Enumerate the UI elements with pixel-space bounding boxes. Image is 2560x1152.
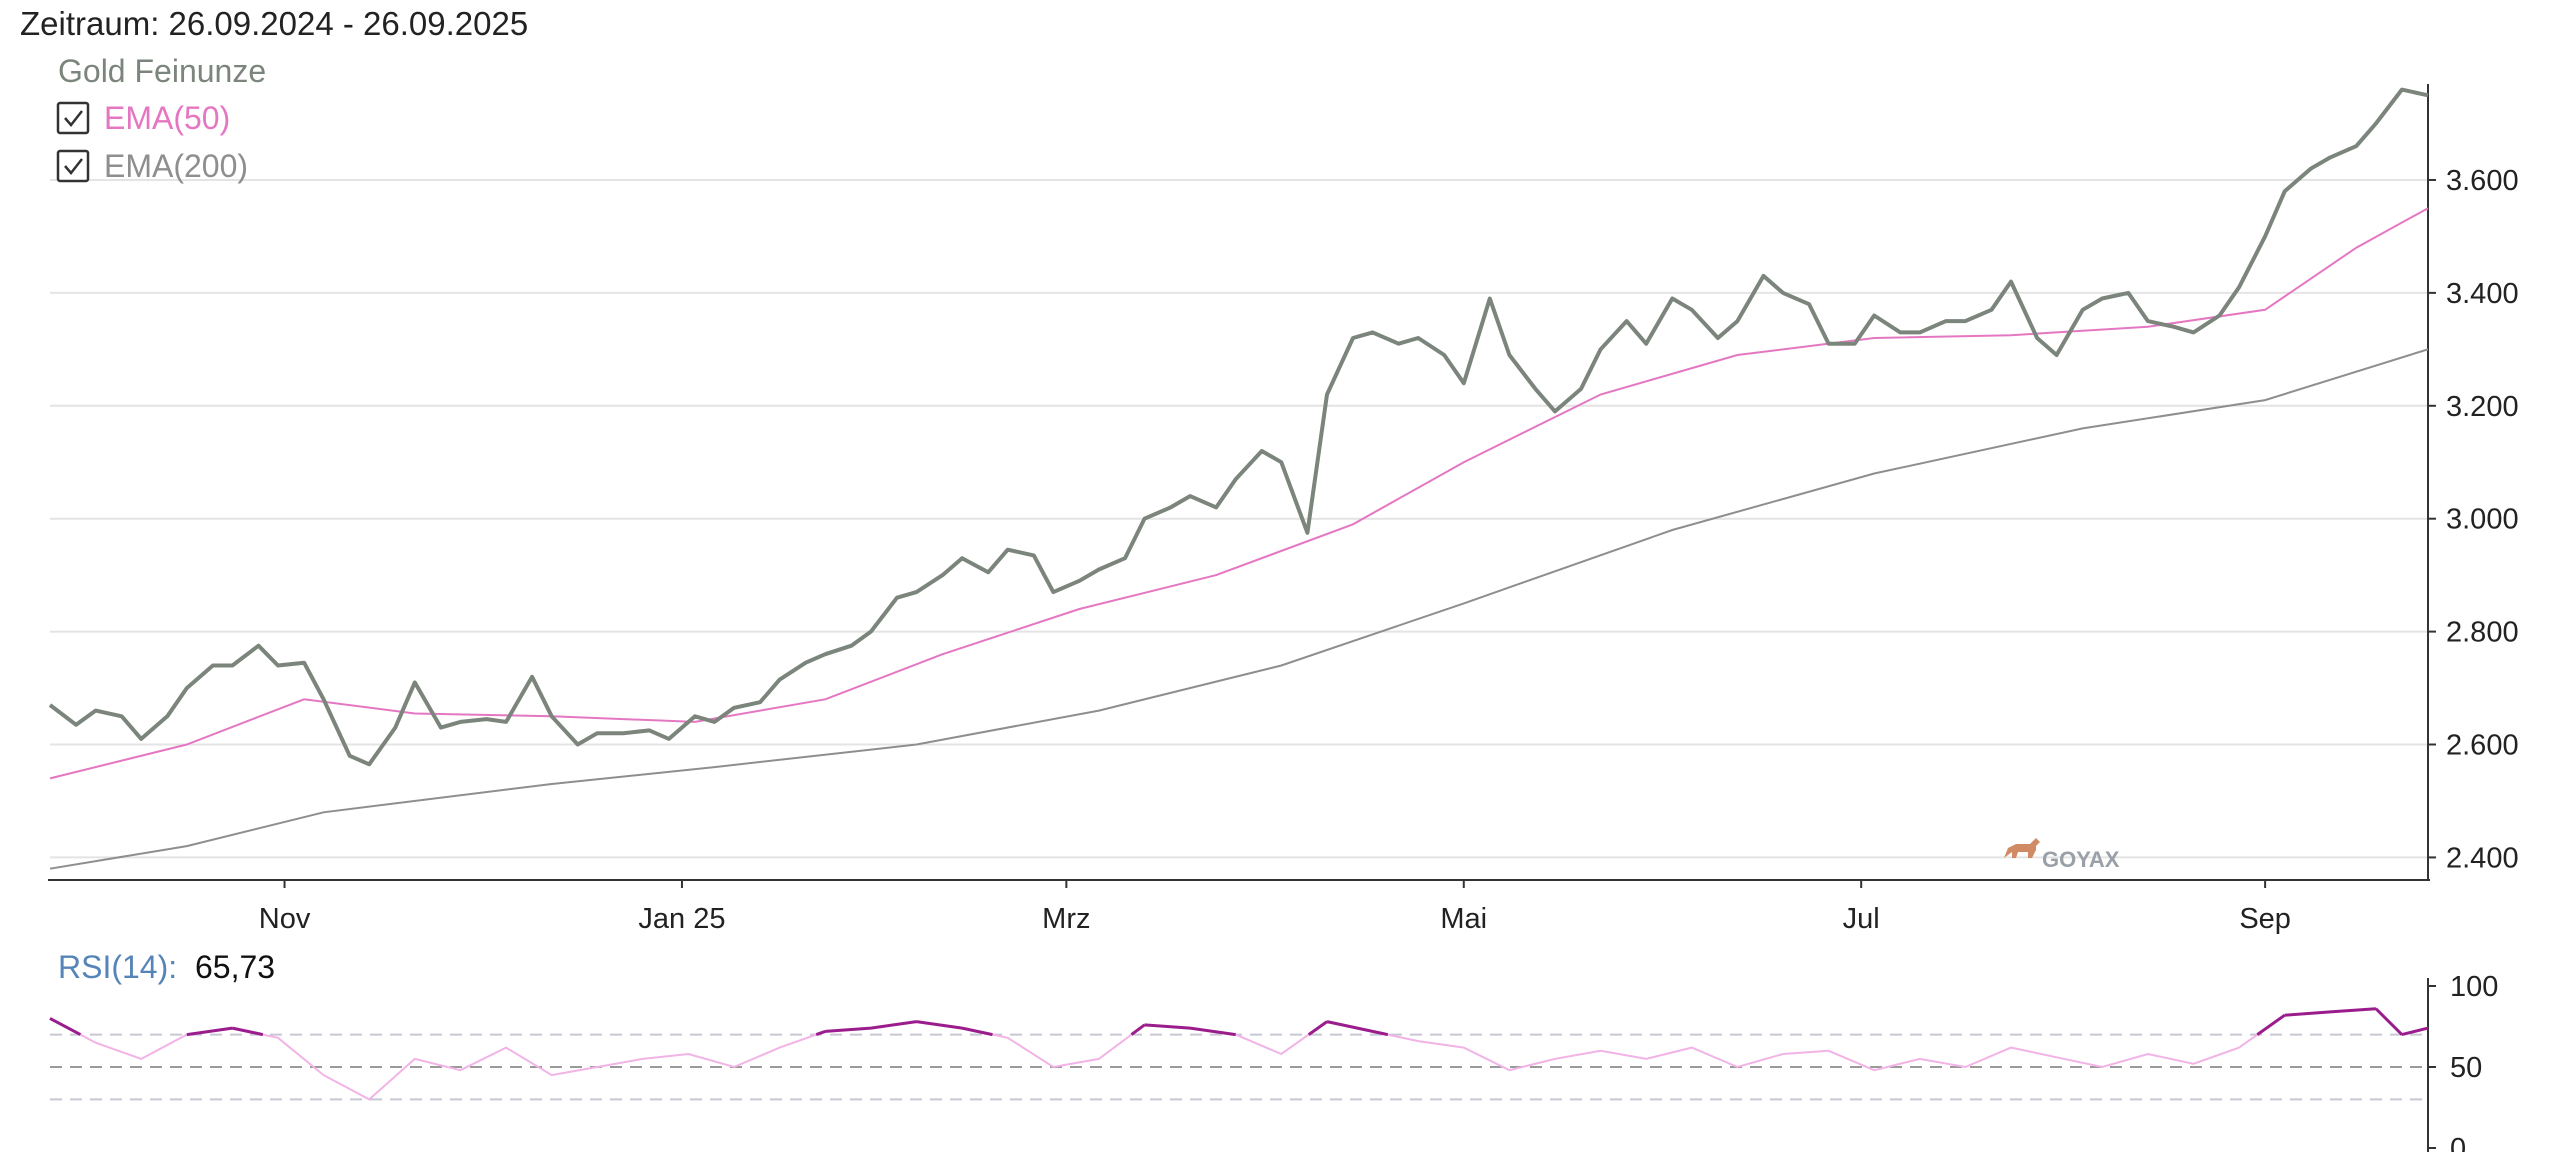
x-tick-label: Mrz bbox=[1042, 903, 1090, 935]
legend-item-ema50[interactable]: EMA(50) bbox=[56, 100, 230, 136]
rsi-header: RSI(14): 65,73 bbox=[58, 949, 275, 985]
x-tick-label: Jan 25 bbox=[638, 903, 725, 935]
y-tick-label: 3.400 bbox=[2446, 278, 2519, 310]
x-tick-label: Jul bbox=[1843, 903, 1880, 935]
rsi-tick-label: 0 bbox=[2450, 1133, 2466, 1152]
checkmark-icon bbox=[64, 158, 83, 175]
x-tick-label: Mai bbox=[1440, 903, 1487, 935]
y-tick-label: 3.000 bbox=[2446, 504, 2519, 536]
ema200-line bbox=[49, 348, 2429, 870]
x-axis-labels: Nov Jan 25 Mrz Mai Jul Sep bbox=[259, 880, 2291, 935]
price-axis-labels: 2.400 2.600 2.800 3.000 3.200 3.400 3.600 bbox=[2428, 165, 2519, 874]
ema50-checkbox[interactable] bbox=[56, 101, 90, 135]
watermark: GOYAX bbox=[2004, 838, 2120, 872]
rsi-axis-labels: 0 50 100 bbox=[2428, 971, 2498, 1152]
y-tick-label: 3.600 bbox=[2446, 165, 2519, 197]
period-label: Zeitraum: 26.09.2024 - 26.09.2025 bbox=[20, 5, 528, 42]
legend-series-name: Gold Feinunze bbox=[58, 53, 266, 89]
rsi-tick-label: 50 bbox=[2450, 1052, 2482, 1084]
rsi-tick-label: 100 bbox=[2450, 971, 2498, 1003]
x-tick-label: Nov bbox=[259, 903, 311, 935]
watermark-text: GOYAX bbox=[2042, 847, 2120, 872]
rsi-overbought-line bbox=[49, 1007, 2429, 1037]
legend-ema200-label: EMA(200) bbox=[104, 148, 248, 184]
bull-icon bbox=[2004, 838, 2040, 858]
rsi-line bbox=[49, 1007, 2429, 1101]
y-tick-label: 3.200 bbox=[2446, 391, 2519, 423]
y-tick-label: 2.800 bbox=[2446, 617, 2519, 649]
checkmark-icon bbox=[64, 110, 83, 127]
rsi-value: 65,73 bbox=[195, 949, 275, 985]
y-tick-label: 2.600 bbox=[2446, 730, 2519, 762]
rsi-reference-lines bbox=[50, 1033, 2428, 1101]
price-line bbox=[48, 87, 2429, 767]
ema50-line bbox=[49, 207, 2429, 780]
price-grid bbox=[50, 178, 2428, 859]
ema200-checkbox[interactable] bbox=[56, 149, 90, 183]
legend-ema50-label: EMA(50) bbox=[104, 100, 230, 136]
rsi-name: RSI(14): bbox=[58, 949, 177, 985]
legend: Gold Feinunze EMA(50) EMA(200) bbox=[56, 53, 266, 184]
y-tick-label: 2.400 bbox=[2446, 842, 2519, 874]
legend-item-ema200[interactable]: EMA(200) bbox=[56, 148, 248, 184]
x-tick-label: Sep bbox=[2239, 903, 2291, 935]
